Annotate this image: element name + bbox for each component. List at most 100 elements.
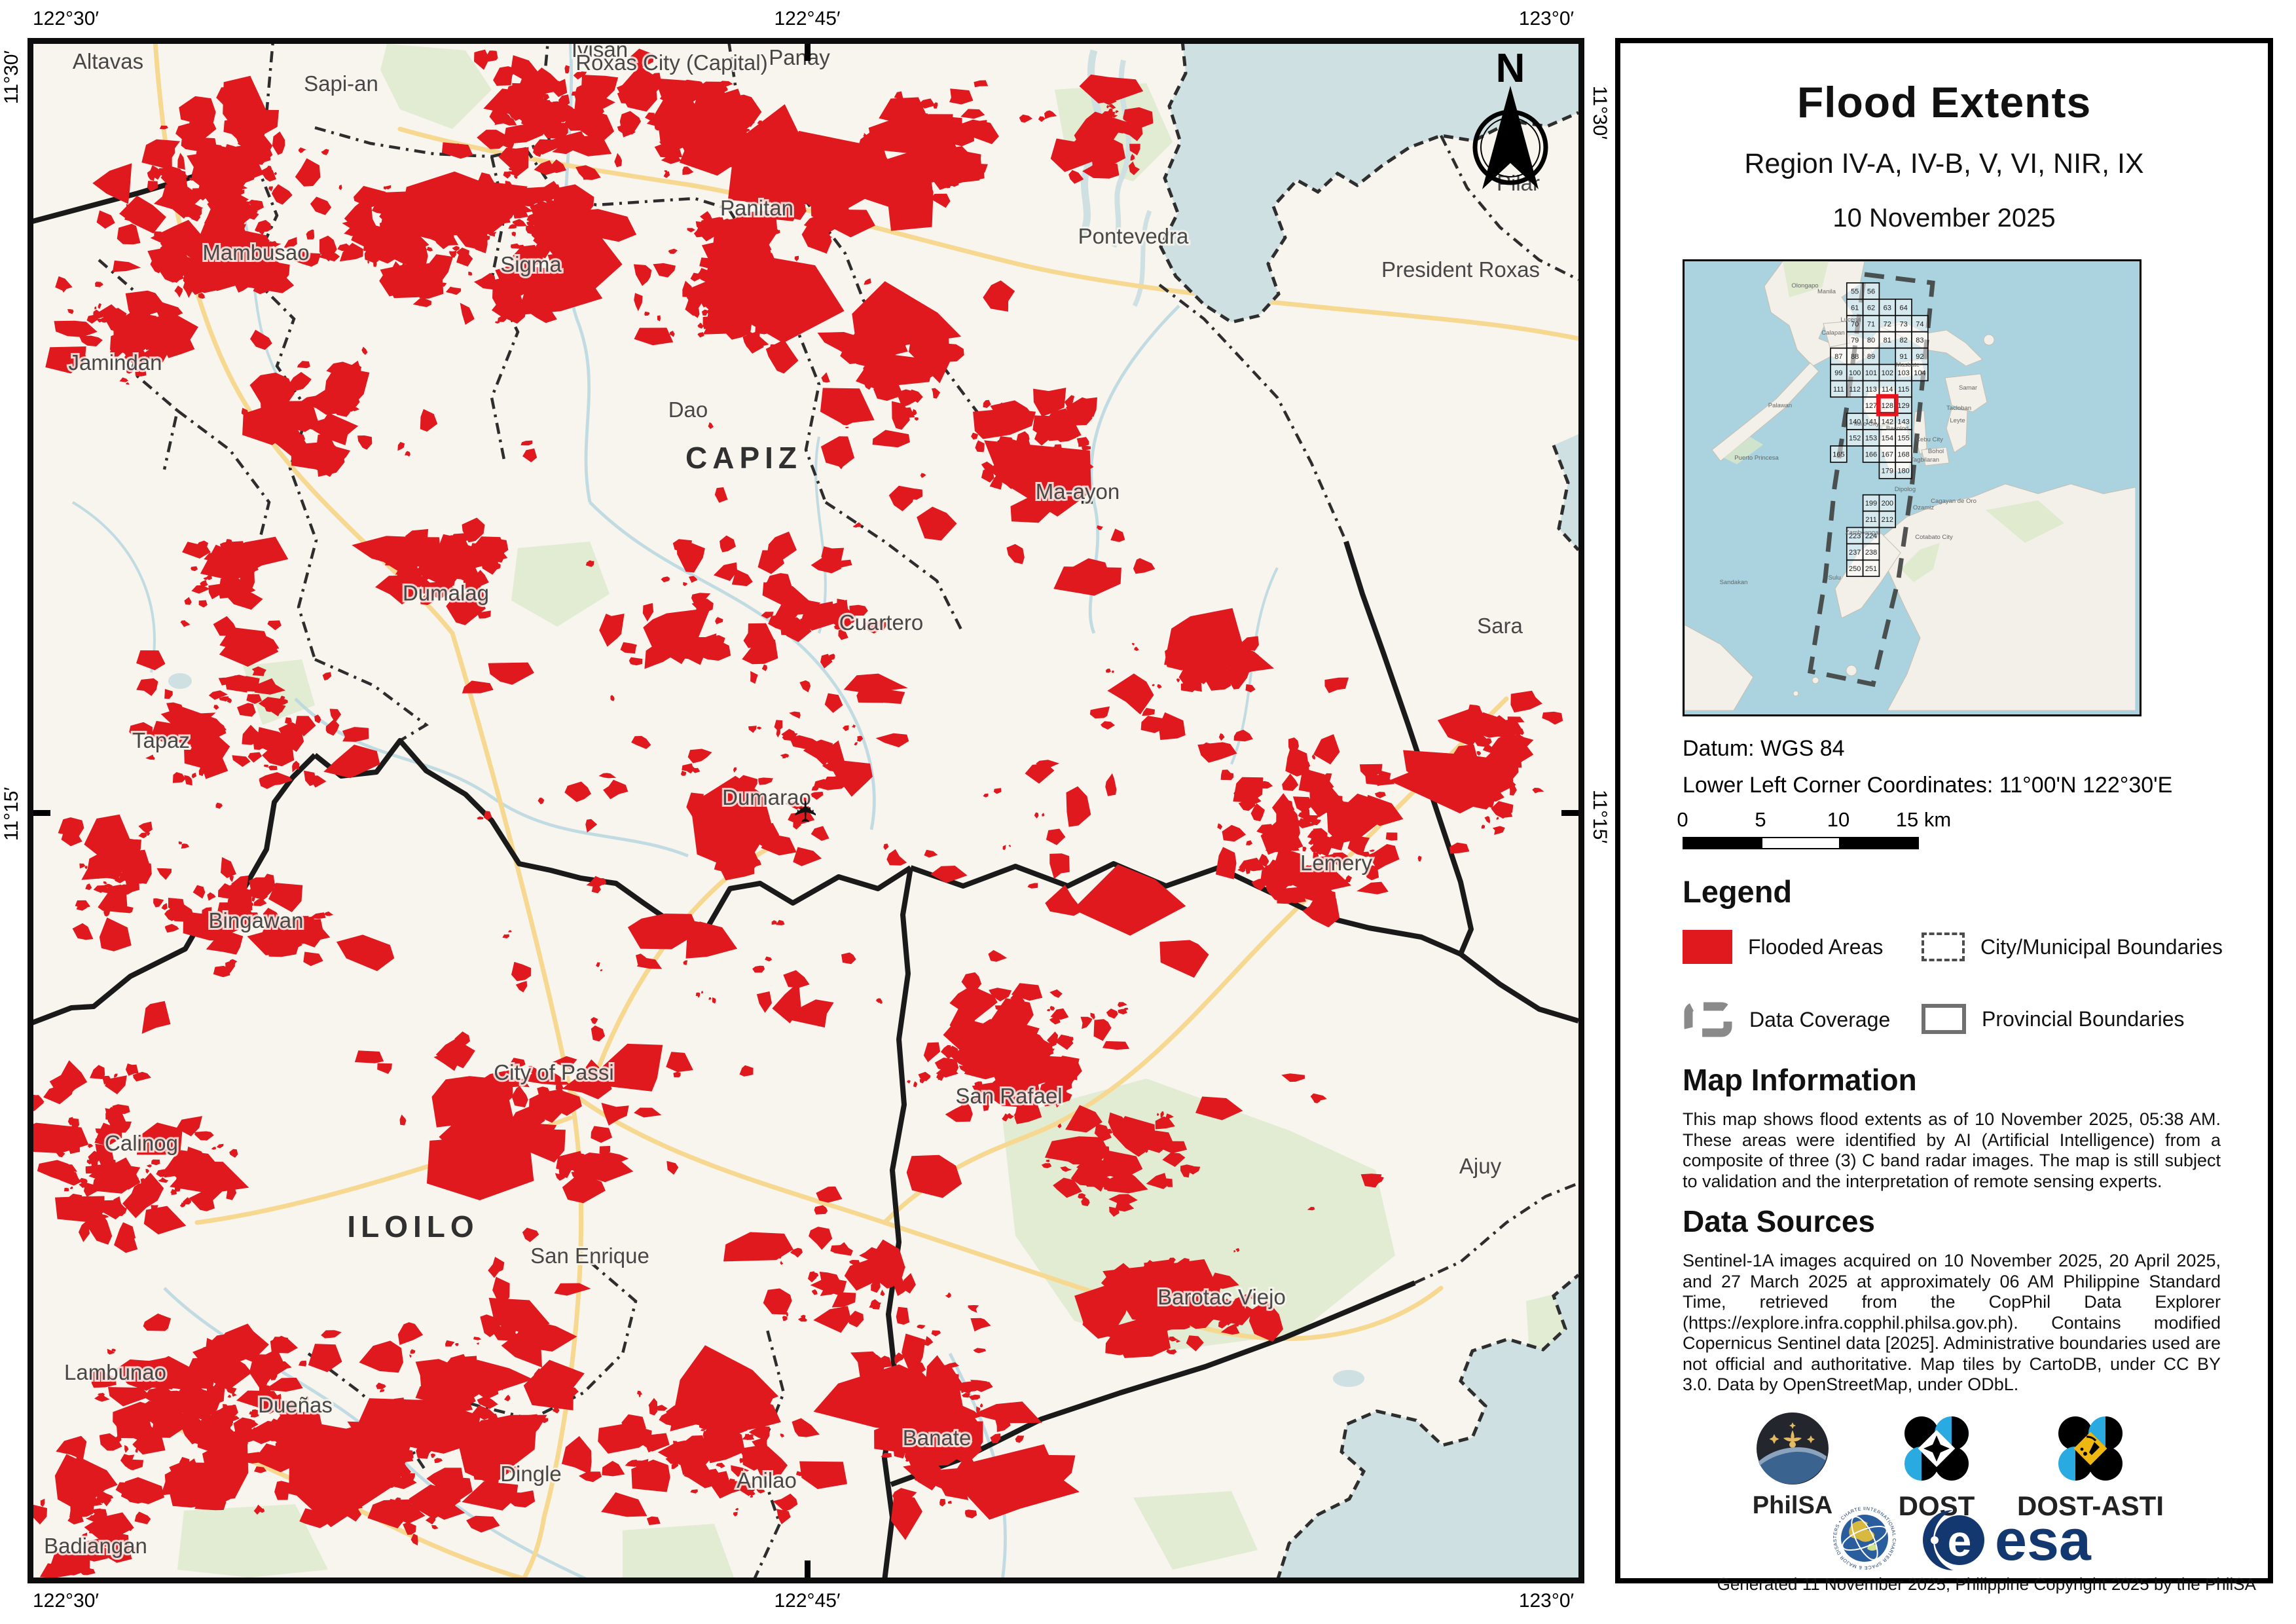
scalebar-tick-5: 5 [1755, 808, 1766, 831]
provincial-boundary [1459, 951, 1578, 1024]
philsa-logo-icon [1757, 1412, 1829, 1485]
inset-grid-cell [1846, 413, 1864, 430]
inset-grid-cell [1878, 429, 1897, 447]
inset-grid-cell-number: 74 [1916, 320, 1923, 328]
inset-grid-cell-number: 128 [1882, 402, 1893, 410]
town-label: Dao [668, 397, 708, 422]
coord-label-bottom-center: 122°45′ [774, 1590, 841, 1612]
inset-grid-cell-number: 140 [1849, 418, 1861, 426]
municipal-boundary [176, 409, 271, 555]
legend-label: Flooded Areas [1748, 934, 1884, 959]
inset-grid-cell-number: 212 [1882, 516, 1893, 524]
province-label: ILOILO [347, 1209, 479, 1244]
inset-grid-cell-number: 64 [1899, 304, 1907, 312]
inset-place-label: Iloilo City [1854, 420, 1880, 428]
inset-grid-cell-number: 56 [1867, 287, 1875, 295]
inset-place-label: Lucena [1840, 316, 1861, 323]
inset-grid-cell [1862, 543, 1880, 561]
municipal-boundary [1158, 284, 1348, 542]
flood-extents-layer [33, 48, 1563, 1578]
inset-grid-cell-number: 142 [1882, 418, 1893, 426]
dost-asti-logo-label: DOST-ASTI [2016, 1490, 2164, 1521]
legend-item-municipal-boundaries: City/Municipal Boundaries [1922, 931, 2223, 963]
inset-grid-cell-number: 80 [1867, 337, 1875, 344]
inset-grid-cell-number: 211 [1865, 516, 1877, 524]
inset-land [1946, 408, 1968, 453]
inset-grid-cell-number: 251 [1865, 565, 1877, 573]
inset-place-label: Cotabato City [1915, 534, 1953, 541]
inset-grid-cell-number: 102 [1882, 369, 1893, 377]
inset-grid-cell [1911, 363, 1929, 382]
inset-grid-cell-number: 82 [1899, 337, 1907, 344]
town-label: Cuartero [839, 610, 923, 635]
inset-grid-cell-number: 167 [1882, 451, 1893, 458]
legend-item-provincial-boundaries: Provincial Boundaries [1922, 1003, 2185, 1035]
town-label: Pontevedra [1078, 224, 1189, 248]
legend-heading: Legend [1683, 874, 1793, 909]
inset-land [1944, 373, 1988, 413]
dost-logo-icon [1904, 1416, 1969, 1481]
north-arrow-label: N [1496, 46, 1525, 91]
road-line [397, 126, 1578, 341]
town-label: San Enrique [530, 1244, 649, 1268]
inset-grid-cell-number: 166 [1865, 451, 1877, 458]
inset-grid-cell [1846, 429, 1864, 447]
inset-grid-cell-number: 180 [1897, 467, 1909, 475]
town-label: Lemery [1300, 851, 1373, 875]
data-coverage-swatch [1684, 1002, 1732, 1037]
inset-place-label: Sulu [1828, 574, 1840, 581]
sea-bay [1161, 44, 1578, 322]
datum-note: Datum: WGS 84 [1683, 736, 1845, 761]
coord-label-bottom-right: 123°0′ [1518, 1590, 1575, 1612]
inset-grid-cell [1878, 494, 1897, 512]
town-label: Jamindan [68, 350, 162, 375]
legend-label: Data Coverage [1749, 1007, 1891, 1031]
esa-logo-text: esa [1995, 1509, 2092, 1572]
inset-grid-cell-number: 104 [1914, 369, 1925, 377]
town-label: Bingawan [209, 908, 304, 932]
town-label: Altavas [73, 49, 143, 73]
inset-grid-cell-number: 115 [1898, 386, 1910, 394]
graticule-tick [805, 44, 811, 61]
coord-label-top-left: 122°30′ [33, 8, 100, 29]
inset-grid-cell-number: 200 [1882, 500, 1893, 507]
provincial-boundary [882, 867, 913, 1578]
provincial-boundary-swatch [1922, 1004, 1966, 1034]
coord-label-right-mid: 11°15′ [1589, 789, 1611, 844]
inset-grid-cell-number: 83 [1916, 337, 1923, 344]
map-information-heading: Map Information [1683, 1063, 1917, 1097]
inset-place-label: Puerto Princesa [1734, 454, 1779, 462]
town-label: Roxas City (Capital) [575, 50, 767, 75]
town-label: Ivisan [572, 44, 628, 62]
inset-grid-cell-number: 143 [1897, 418, 1909, 426]
town-label: Dumalag [403, 581, 489, 605]
inset-grid-cell-number: 61 [1851, 304, 1859, 312]
inset-grid-cell [1878, 331, 1897, 349]
inset-place-label: Tacloban [1946, 405, 1971, 412]
inset-place-label: Manila [1817, 288, 1836, 295]
town-label: Tapaz [132, 728, 190, 752]
inset-grid-cell-number: 153 [1865, 435, 1877, 443]
inset-grid-cell [1862, 526, 1880, 545]
inset-grid-cell [1878, 510, 1897, 528]
inset-grid-cell-number: 71 [1867, 320, 1875, 328]
scalebar-tick-10: 10 [1827, 808, 1850, 831]
town-label: San Rafael [955, 1084, 1062, 1108]
inset-grid-cell-number: 55 [1851, 287, 1859, 295]
inset-place-label: Samar [1959, 384, 1977, 392]
inset-grid-cell-number: 62 [1867, 304, 1875, 312]
inset-land [1874, 483, 2136, 711]
sea-southeast [1278, 1275, 1578, 1578]
airport-icon: ✈ [789, 799, 823, 824]
municipal-boundary [254, 44, 274, 164]
main-map: Altavas Sapi-an Ivisan Roxas City (Capital)… [27, 38, 1584, 1583]
inset-grid-cell-number: 100 [1849, 369, 1861, 377]
vegetation-patch [511, 542, 610, 627]
inset-grid-cell [1862, 299, 1880, 316]
philsa-logo-label: PhilSA [1752, 1492, 1833, 1519]
town-label: Dingle [500, 1462, 562, 1486]
flooded-areas-swatch [1683, 930, 1732, 964]
inset-grid-cell-number: 63 [1884, 304, 1891, 312]
graticule-tick [33, 810, 50, 816]
locator-inset-map: 55 56 61 62 63 64 70 71 72 73 74 79 80 81 82 83 87 88 89 91… [1683, 259, 2141, 716]
